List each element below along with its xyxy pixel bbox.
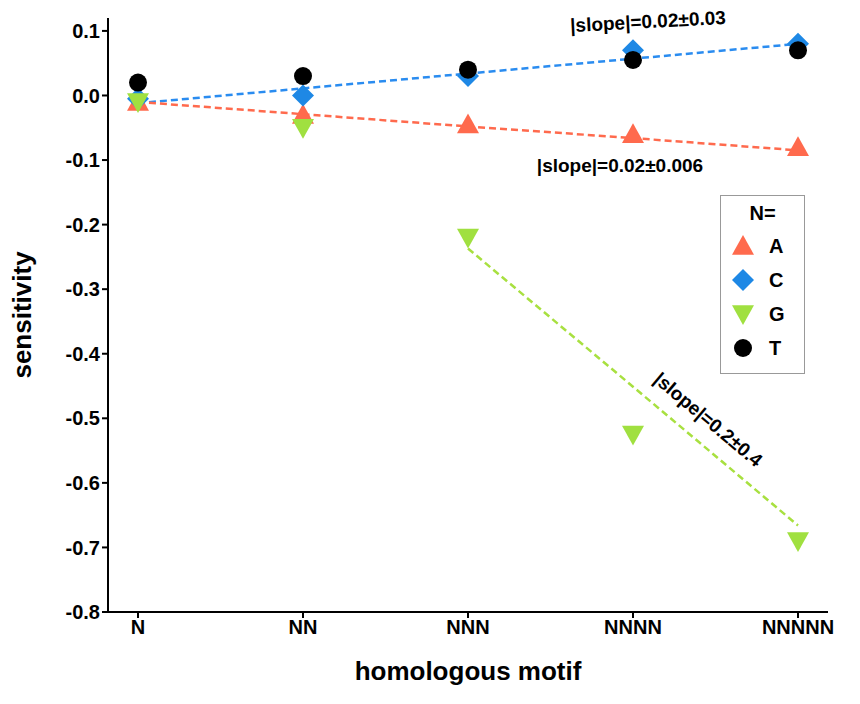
- html-text:A: A: [769, 234, 784, 257]
- svg-text:NN: NN: [289, 616, 318, 638]
- svg-text:0.1: 0.1: [72, 20, 100, 42]
- html-text:G: G: [769, 302, 785, 325]
- svg-text:N: N: [131, 616, 145, 638]
- svg-text:NNN: NNN: [446, 616, 489, 638]
- html-text:N=: N=: [749, 202, 776, 224]
- svg-text:sensitivity: sensitivity: [8, 251, 37, 379]
- svg-text:-0.6: -0.6: [66, 472, 100, 494]
- svg-text:NNNNN: NNNNN: [762, 616, 834, 638]
- svg-text:0.0: 0.0: [72, 85, 100, 107]
- svg-text:-0.5: -0.5: [66, 407, 100, 429]
- html-text:|slope|=0.2±0.4: |slope|=0.2±0.4: [650, 368, 767, 471]
- svg-text:homologous motif: homologous motif: [355, 656, 582, 686]
- svg-text:-0.4: -0.4: [66, 343, 101, 365]
- html-text:C: C: [769, 268, 784, 291]
- html-text:|slope|=0.02±0.03: |slope|=0.02±0.03: [569, 6, 727, 37]
- svg-text:-0.1: -0.1: [66, 149, 100, 171]
- html-text:|slope|=0.02±0.006: |slope|=0.02±0.006: [536, 155, 704, 176]
- svg-text:-0.2: -0.2: [66, 214, 100, 236]
- html-text:T: T: [769, 336, 782, 359]
- svg-text:-0.8: -0.8: [66, 601, 100, 623]
- svg-text:NNNN: NNNN: [604, 616, 662, 638]
- svg-text:-0.3: -0.3: [66, 278, 100, 300]
- svg-text:-0.7: -0.7: [66, 537, 100, 559]
